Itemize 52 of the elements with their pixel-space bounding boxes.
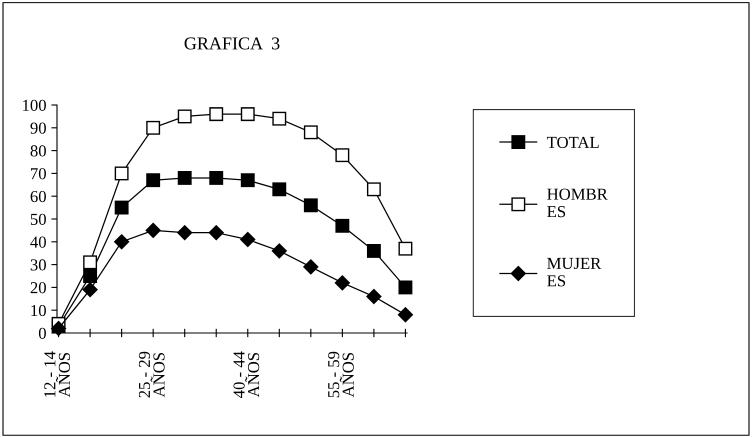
point: [398, 307, 413, 322]
point: [272, 112, 286, 126]
point: [335, 148, 350, 162]
point: [82, 282, 98, 298]
x-tick-label: 55 - 59 AÑOS: [328, 352, 354, 398]
y-tick-label: 10: [31, 304, 46, 316]
point: [398, 280, 412, 294]
legend-label: MUJER ES: [547, 258, 602, 286]
y-tick-label: 70: [31, 168, 46, 180]
point: [366, 182, 381, 196]
point: [208, 225, 224, 240]
point: [366, 288, 382, 304]
point: [114, 234, 130, 250]
x-tick-label: 12 - 14 AÑOS: [44, 351, 70, 398]
point: [177, 225, 192, 240]
y-tick-label: 80: [30, 145, 46, 157]
y-tick-label: 40: [30, 236, 46, 248]
legend-label: TOTAL: [546, 136, 599, 148]
point: [240, 232, 256, 248]
point: [83, 269, 98, 283]
point: [146, 120, 160, 135]
x-tick-label: 40 - 44 AÑOS: [233, 351, 260, 398]
y-tick-label: 100: [23, 100, 46, 111]
x-tick-label: 25 - 29 AÑOS: [138, 352, 165, 398]
y-tick-label: 20: [30, 282, 46, 294]
chart-title: GRAFICA 3: [184, 37, 280, 50]
y-tick-label: 60: [30, 190, 46, 202]
point: [398, 242, 412, 256]
point: [146, 222, 161, 238]
point: [209, 171, 224, 185]
legend-label: HOMBR ES: [547, 188, 608, 218]
y-tick-label: 30: [30, 259, 46, 271]
point: [334, 275, 350, 290]
point: [83, 255, 98, 270]
y-tick-label: 50: [30, 214, 46, 225]
point: [114, 166, 129, 180]
point: [114, 200, 129, 215]
point: [335, 218, 350, 233]
point: [272, 182, 286, 196]
point: [240, 173, 255, 188]
y-tick-label: 0: [38, 328, 46, 339]
point: [240, 107, 255, 122]
point: [366, 244, 381, 258]
point: [178, 109, 192, 124]
point: [209, 107, 224, 122]
point: [303, 259, 318, 274]
point: [178, 171, 192, 185]
point: [304, 125, 318, 140]
point: [146, 173, 160, 188]
point: [272, 243, 287, 258]
y-tick-label: 90: [30, 122, 46, 134]
point: [304, 198, 318, 212]
